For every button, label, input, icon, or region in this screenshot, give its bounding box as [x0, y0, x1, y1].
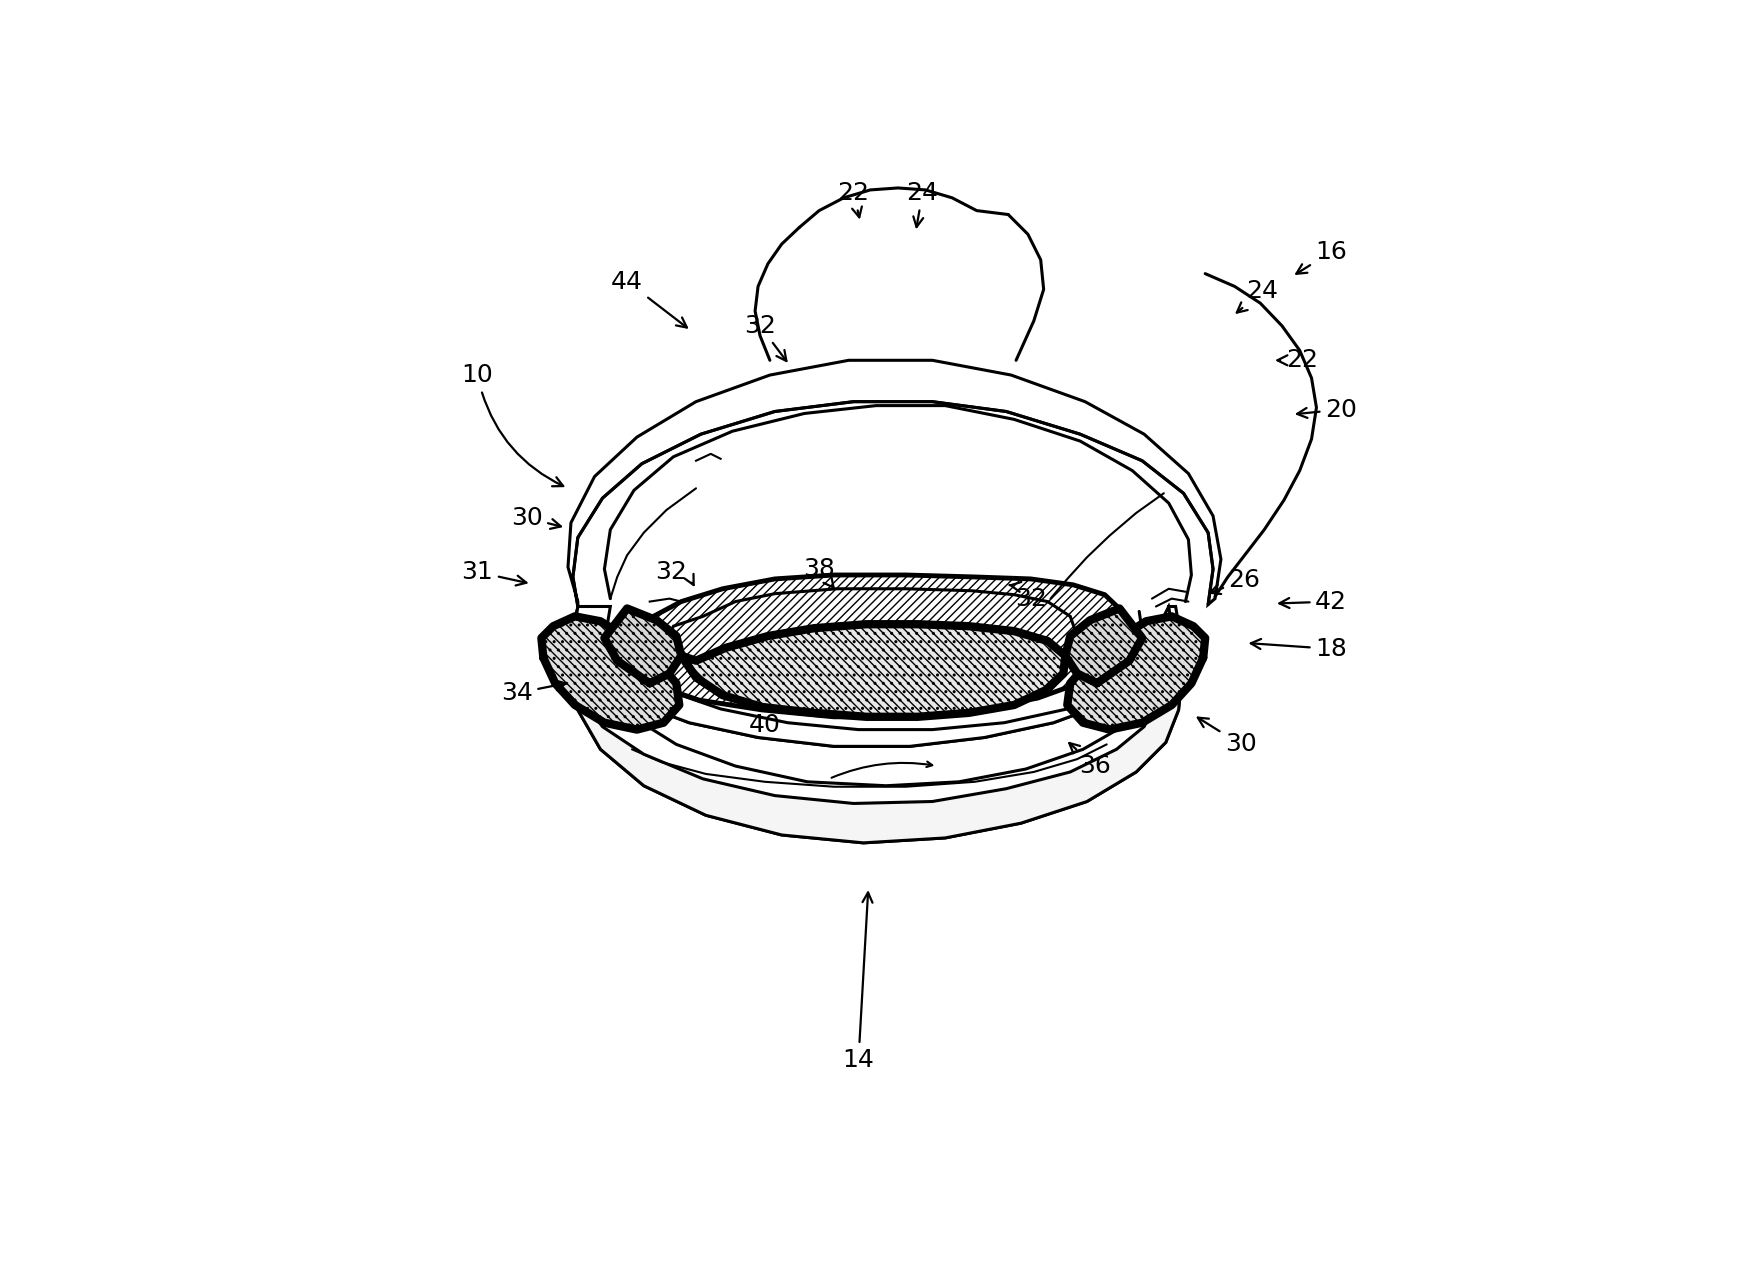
Text: 36: 36	[1069, 743, 1111, 778]
Polygon shape	[571, 606, 1181, 843]
Text: 38: 38	[802, 558, 836, 587]
Text: 26: 26	[1211, 568, 1260, 593]
Text: 42: 42	[1279, 590, 1347, 614]
Polygon shape	[1067, 616, 1205, 729]
Text: 10: 10	[461, 363, 562, 486]
Text: 32: 32	[745, 313, 787, 361]
Text: 32: 32	[1009, 582, 1046, 610]
Polygon shape	[682, 624, 1065, 716]
Text: 34: 34	[501, 680, 566, 705]
Text: 22: 22	[837, 180, 869, 217]
Text: 31: 31	[461, 560, 526, 586]
Text: 32: 32	[655, 560, 694, 585]
Text: 30: 30	[512, 506, 561, 530]
Polygon shape	[575, 606, 1179, 747]
Polygon shape	[571, 606, 1181, 843]
Text: 30: 30	[1198, 718, 1256, 756]
Text: 18: 18	[1251, 637, 1347, 661]
Text: 44: 44	[611, 270, 687, 327]
Text: 40: 40	[750, 712, 781, 737]
Text: 14: 14	[843, 893, 874, 1072]
Polygon shape	[604, 609, 682, 683]
Text: 24: 24	[906, 180, 939, 228]
Polygon shape	[604, 576, 1130, 716]
Polygon shape	[568, 361, 1221, 606]
Polygon shape	[669, 588, 1077, 696]
Polygon shape	[541, 616, 680, 729]
Polygon shape	[1065, 609, 1142, 683]
Text: 24: 24	[1237, 279, 1279, 312]
Text: 20: 20	[1296, 398, 1358, 422]
Text: 16: 16	[1296, 240, 1347, 274]
Text: 22: 22	[1277, 348, 1318, 372]
